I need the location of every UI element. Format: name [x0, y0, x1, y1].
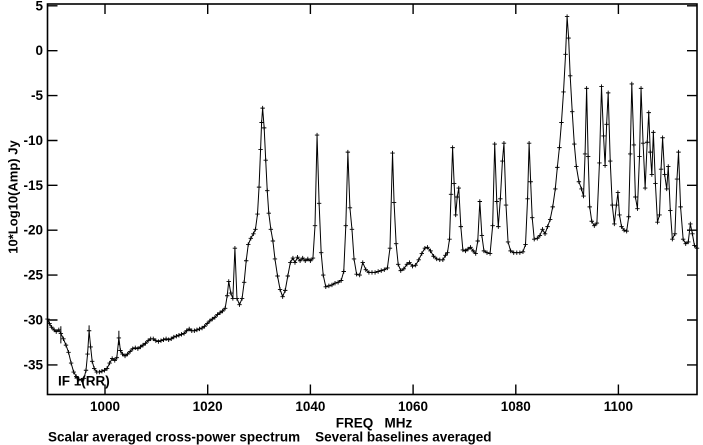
y-tick-label: -30	[23, 312, 43, 327]
x-tick-label: 1060	[398, 399, 428, 414]
y-tick-label: -10	[23, 133, 43, 148]
y-tick-label: -25	[23, 268, 43, 283]
y-tick-label: 0	[35, 43, 43, 58]
y-tick-label: 5	[35, 0, 43, 13]
spectrum-curve	[47, 16, 698, 381]
y-tick-label: -5	[31, 88, 43, 103]
error-bars	[47, 307, 120, 346]
y-tick-label: -20	[23, 223, 43, 238]
x-tick-label: 1000	[90, 399, 120, 414]
x-tick-label: 1040	[295, 399, 325, 414]
data-point-markers	[45, 14, 700, 383]
x-tick-label: 1020	[193, 399, 223, 414]
x-axis-title: FREQ MHz	[335, 415, 413, 431]
x-tick-label: 1080	[501, 399, 531, 414]
axis-ticks	[47, 4, 697, 395]
plot-caption: Scalar averaged cross-power spectrum Sev…	[48, 429, 492, 445]
y-axis-title: 10*Log10(Amp) Jy	[5, 140, 21, 254]
plot-frame	[46, 3, 698, 396]
y-tick-label: -35	[23, 357, 43, 372]
y-tick-label: -15	[23, 178, 43, 193]
if-annotation: IF 1(RR)	[58, 373, 110, 389]
x-tick-label: 1100	[604, 399, 633, 414]
